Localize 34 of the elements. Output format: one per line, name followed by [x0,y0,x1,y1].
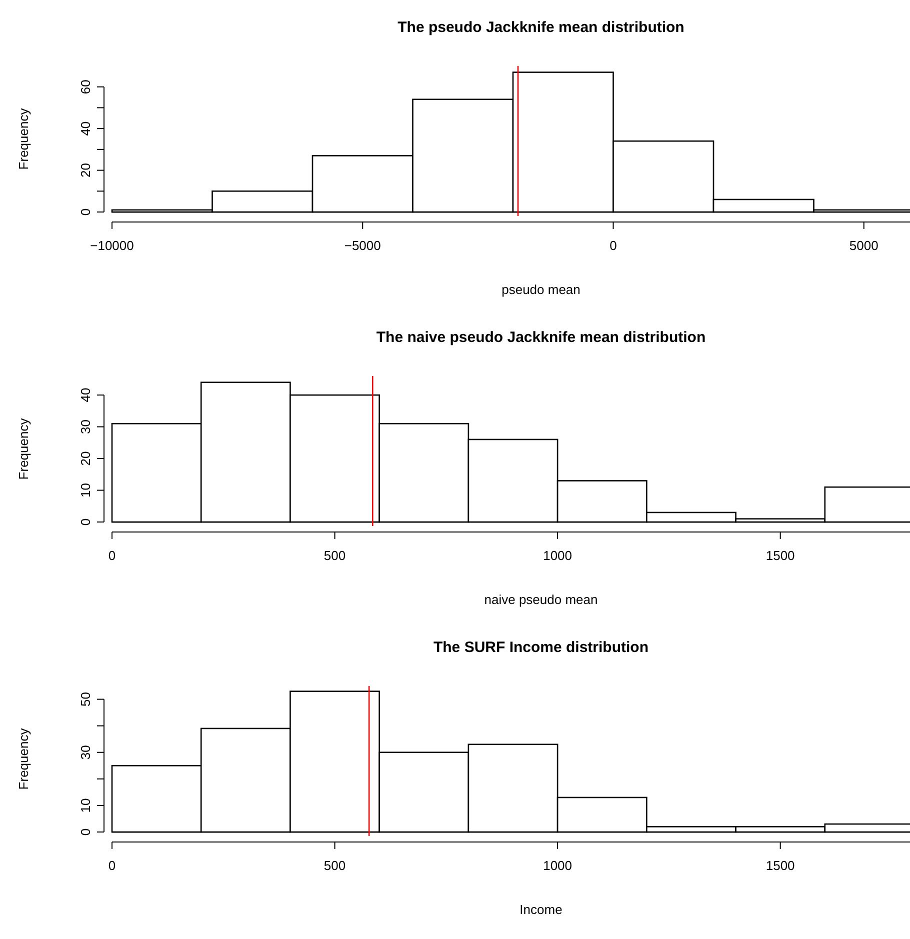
x-axis-title: pseudo mean [502,282,580,297]
x-tick-label: 0 [108,548,116,563]
x-tick-label: 1500 [766,858,795,873]
y-tick-label: 40 [78,121,93,136]
x-tick-label: 0 [108,858,116,873]
chart-title: The SURF Income distribution [433,639,649,656]
y-axis-title: Frequency [16,108,31,170]
x-axis-title: Income [520,902,562,917]
chart-title: The naive pseudo Jackknife mean distribution [376,329,706,346]
x-tick-label: 1000 [543,858,572,873]
x-tick-label: 1000 [543,548,572,563]
y-tick-label: 0 [78,208,93,216]
x-tick-label: 0 [610,238,617,253]
y-tick-label: 20 [78,163,93,178]
x-tick-label: 500 [324,858,346,873]
y-tick-label: 0 [78,828,93,836]
y-tick-label: 10 [78,798,93,813]
chart-title: The pseudo Jackknife mean distribution [398,19,684,36]
y-tick-label: 10 [78,483,93,498]
y-tick-label: 50 [78,692,93,707]
y-tick-label: 20 [78,451,93,466]
y-tick-label: 30 [78,745,93,760]
x-tick-label: 500 [324,548,346,563]
y-tick-label: 40 [78,388,93,402]
x-tick-label: −10000 [90,238,134,253]
y-axis-title: Frequency [16,418,31,480]
y-tick-label: 30 [78,420,93,434]
y-axis-title: Frequency [16,728,31,790]
x-axis-title: naive pseudo mean [484,592,598,607]
y-tick-label: 0 [78,518,93,526]
x-tick-label: 5000 [849,238,878,253]
x-tick-label: −5000 [344,238,381,253]
x-tick-label: 1500 [766,548,795,563]
y-tick-label: 60 [78,80,93,94]
